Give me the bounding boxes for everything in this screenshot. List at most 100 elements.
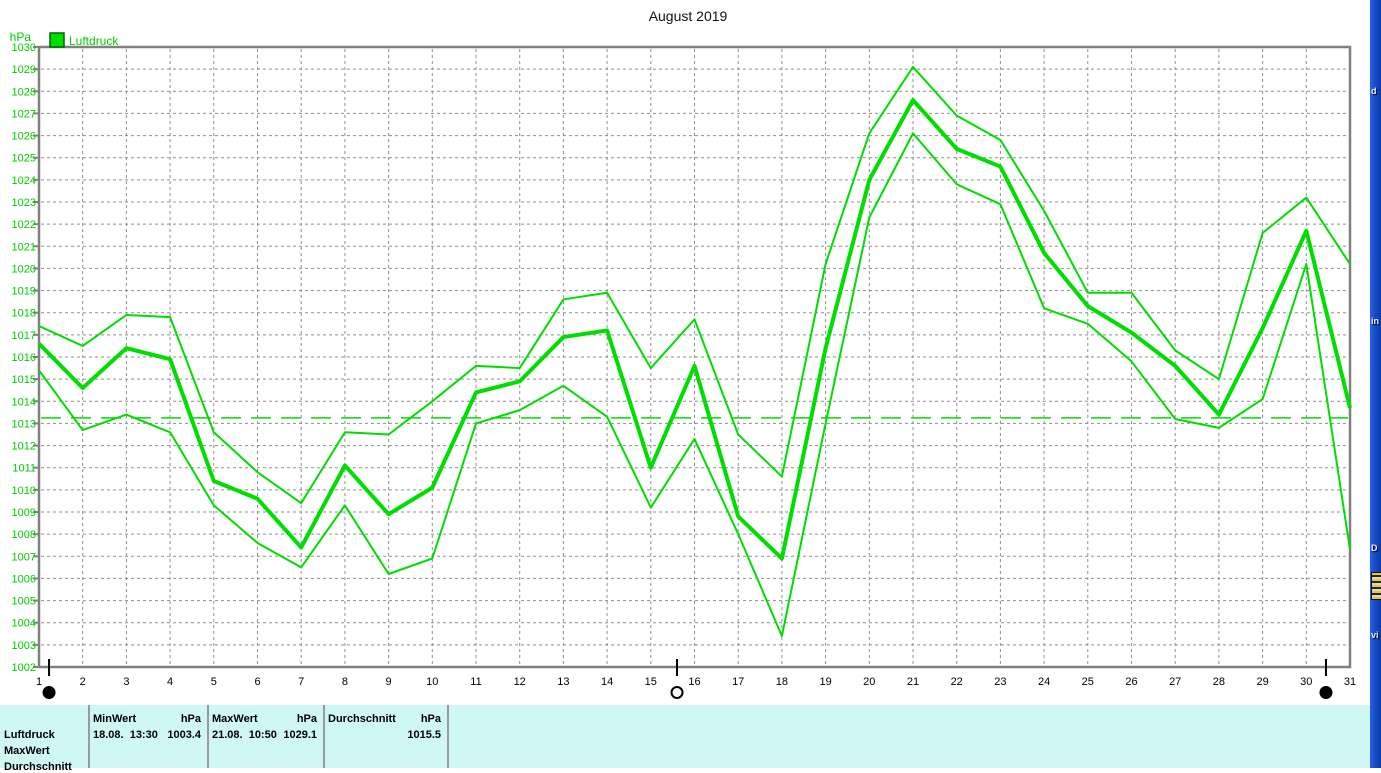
y-axis-label: 1023 — [12, 197, 36, 209]
y-axis-label: 1003 — [12, 640, 36, 652]
y-axis-label: 1027 — [12, 108, 36, 120]
x-axis-label: 29 — [1256, 676, 1268, 688]
panel-separator — [207, 705, 209, 768]
y-axis-label: 1014 — [12, 396, 36, 408]
row-label-luftdruck: Luftdruck — [4, 729, 55, 741]
x-axis-label: 14 — [601, 676, 613, 688]
x-axis-label: 22 — [951, 676, 963, 688]
y-axis-label: 1021 — [12, 241, 36, 253]
x-axis-label: 31 — [1344, 676, 1356, 688]
y-axis-label: 1025 — [12, 153, 36, 165]
y-axis-label: 1009 — [12, 507, 36, 519]
x-axis-label: 11 — [470, 676, 481, 688]
horizontal-gridlines — [41, 68, 1348, 646]
y-axis-label: 1030 — [12, 42, 36, 54]
x-axis-label: 9 — [386, 676, 392, 688]
desktop-icon-label-fragment: in — [1371, 316, 1379, 326]
x-axis-label: 12 — [514, 676, 526, 688]
x-axis-label: 7 — [298, 676, 304, 688]
series-maxwert-line — [38, 65, 1351, 505]
y-axis-unit-label: hPa — [10, 30, 32, 44]
y-axis-label: 1018 — [12, 308, 36, 320]
plot-border — [37, 45, 1352, 669]
maxwert-header: MaxWert — [212, 713, 258, 725]
desktop-icon-label-fragment: vi — [1371, 630, 1379, 640]
maxwert-value: 1029.1 — [283, 729, 317, 741]
summary-panel: Luftdruck MaxWert Durchschnitt MinWert h… — [0, 705, 1370, 773]
panel-col-minwert: MinWert hPa 18.08. 13:30 1003.4 — [93, 705, 201, 768]
x-axis-label: 20 — [863, 676, 875, 688]
x-axis-label: 30 — [1300, 676, 1312, 688]
desktop-icon-label-fragment: d — [1371, 86, 1377, 96]
y-axis-label: 1012 — [12, 441, 36, 453]
x-axis-label: 15 — [645, 676, 657, 688]
y-axis-label: 1020 — [12, 263, 36, 275]
maxwert-datetime: 21.08. 10:50 — [212, 729, 277, 741]
desktop-icon[interactable] — [1371, 572, 1381, 600]
pressure-chart: 1002100310041005100610071008100910101011… — [10, 8, 1356, 699]
slider-handle-filled[interactable] — [1319, 686, 1333, 699]
y-axis-label: 1002 — [12, 662, 36, 674]
panel-separator — [323, 705, 325, 768]
x-axis-label: 2 — [80, 676, 86, 688]
maxwert-unit: hPa — [296, 713, 317, 725]
x-axis-label: 25 — [1082, 676, 1094, 688]
minwert-datetime: 18.08. 13:30 — [93, 729, 158, 741]
durchschnitt-header: Durchschnitt — [328, 713, 396, 725]
slider-handle-filled[interactable] — [42, 686, 56, 699]
y-axis-label: 1019 — [12, 286, 36, 298]
y-axis-label: 1008 — [12, 529, 36, 541]
y-axis-label: 1016 — [12, 352, 36, 364]
y-axis-label: 1022 — [12, 219, 36, 231]
x-axis-label: 26 — [1125, 676, 1137, 688]
x-axis-label: 17 — [732, 676, 744, 688]
x-axis-label: 1 — [36, 676, 42, 688]
minwert-value: 1003.4 — [167, 729, 201, 741]
y-axis-label: 1004 — [12, 618, 36, 630]
x-axis-label: 21 — [907, 676, 919, 688]
desktop-icon-label-fragment: D — [1371, 543, 1378, 553]
y-axis-label: 1024 — [12, 175, 36, 187]
y-axis-label: 1005 — [12, 596, 36, 608]
x-axis-label: 27 — [1169, 676, 1181, 688]
x-axis-label: 6 — [254, 676, 260, 688]
x-axis-label: 19 — [819, 676, 831, 688]
x-axis-label: 5 — [211, 676, 217, 688]
y-axis-label: 1007 — [12, 551, 36, 563]
y-axis-label: 1017 — [12, 330, 36, 342]
durchschnitt-value: 1015.5 — [407, 729, 441, 741]
x-axis-label: 18 — [776, 676, 788, 688]
series-minwert-line — [38, 132, 1351, 637]
minwert-header: MinWert — [93, 713, 137, 725]
x-axis-label: 24 — [1038, 676, 1050, 688]
panel-col-durchschnitt: Durchschnitt hPa 1015.5 — [328, 705, 441, 768]
y-axis-label: 1011 — [12, 463, 36, 475]
minwert-unit: hPa — [180, 713, 201, 725]
x-axis-label: 23 — [994, 676, 1006, 688]
x-axis-label: 8 — [342, 676, 348, 688]
y-axis-label: 1028 — [12, 86, 36, 98]
x-axis-label: 4 — [167, 676, 173, 688]
durchschnitt-unit: hPa — [420, 713, 441, 725]
series-durchschnitt-line — [37, 98, 1352, 561]
legend-label: Luftdruck — [69, 34, 119, 48]
x-axis-label: 10 — [426, 676, 438, 688]
panel-col-maxwert: MaxWert hPa 21.08. 10:50 1029.1 — [212, 705, 317, 768]
legend-swatch — [49, 32, 65, 48]
chart-title: August 2019 — [649, 8, 728, 24]
desktop-background-strip: d in D vi — [1370, 0, 1381, 768]
x-axis-label: 13 — [557, 676, 569, 688]
y-axis-label: 1015 — [12, 374, 36, 386]
row-label-maxwert: MaxWert — [4, 745, 50, 757]
panel-separator — [447, 705, 449, 768]
y-axis-label: 1006 — [12, 573, 36, 585]
panel-separator — [88, 705, 90, 768]
y-axis-label: 1029 — [12, 64, 36, 76]
x-axis-label: 28 — [1213, 676, 1225, 688]
row-label-durchschnitt: Durchschnitt — [4, 761, 72, 773]
y-axis-label: 1026 — [12, 131, 36, 143]
slider-handle-open[interactable] — [670, 686, 684, 699]
y-axis-label: 1010 — [12, 485, 36, 497]
y-axis-label: 1013 — [12, 418, 36, 430]
